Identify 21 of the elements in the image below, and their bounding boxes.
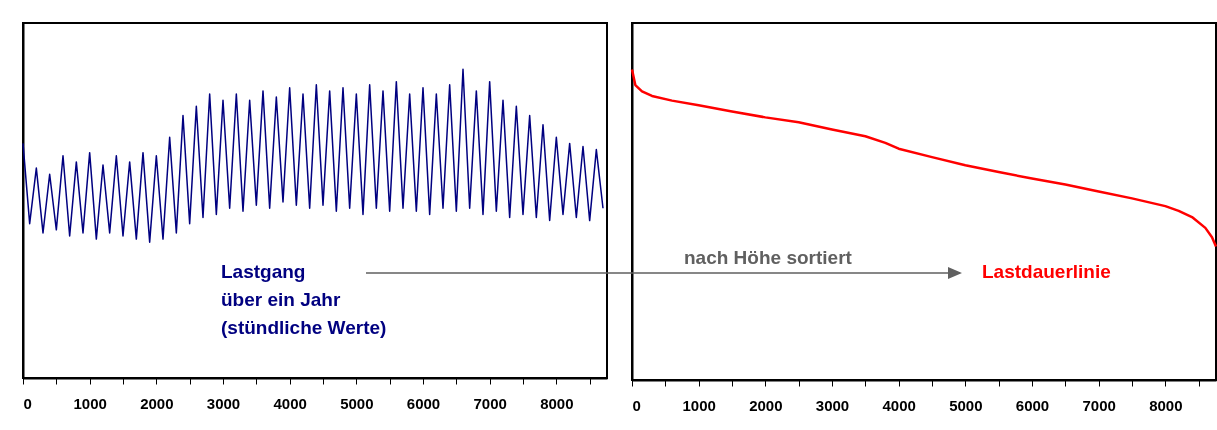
x-tick-label: 7000	[473, 394, 507, 412]
x-tick-label: 3000	[206, 394, 241, 412]
x-tick-label: 5000	[949, 396, 983, 414]
x-tick-label: 4000	[882, 396, 916, 414]
x-tick-label: 0	[632, 396, 641, 414]
annotation: nach Höhe sortiert	[684, 247, 853, 268]
x-tick-label: 2000	[749, 396, 783, 414]
annotation: Lastdauerlinie	[982, 261, 1111, 282]
x-tick-label: 1000	[73, 394, 107, 412]
x-tick-label: 6000	[1015, 396, 1050, 414]
x-tick-label: 3000	[815, 396, 850, 414]
x-tick-label: 8000	[540, 394, 574, 412]
x-tick-label: 8000	[1149, 396, 1183, 414]
x-tick-label: 0	[23, 394, 32, 412]
x-tick-label: 5000	[340, 394, 374, 412]
x-tick-label: 1000	[682, 396, 716, 414]
x-tick-label: 6000	[406, 394, 441, 412]
x-tick-label: 7000	[1082, 396, 1116, 414]
x-tick-label: 2000	[140, 394, 174, 412]
annotation: Lastgang über ein Jahr (stündliche Werte)	[221, 261, 387, 338]
x-tick-label: 4000	[273, 394, 307, 412]
